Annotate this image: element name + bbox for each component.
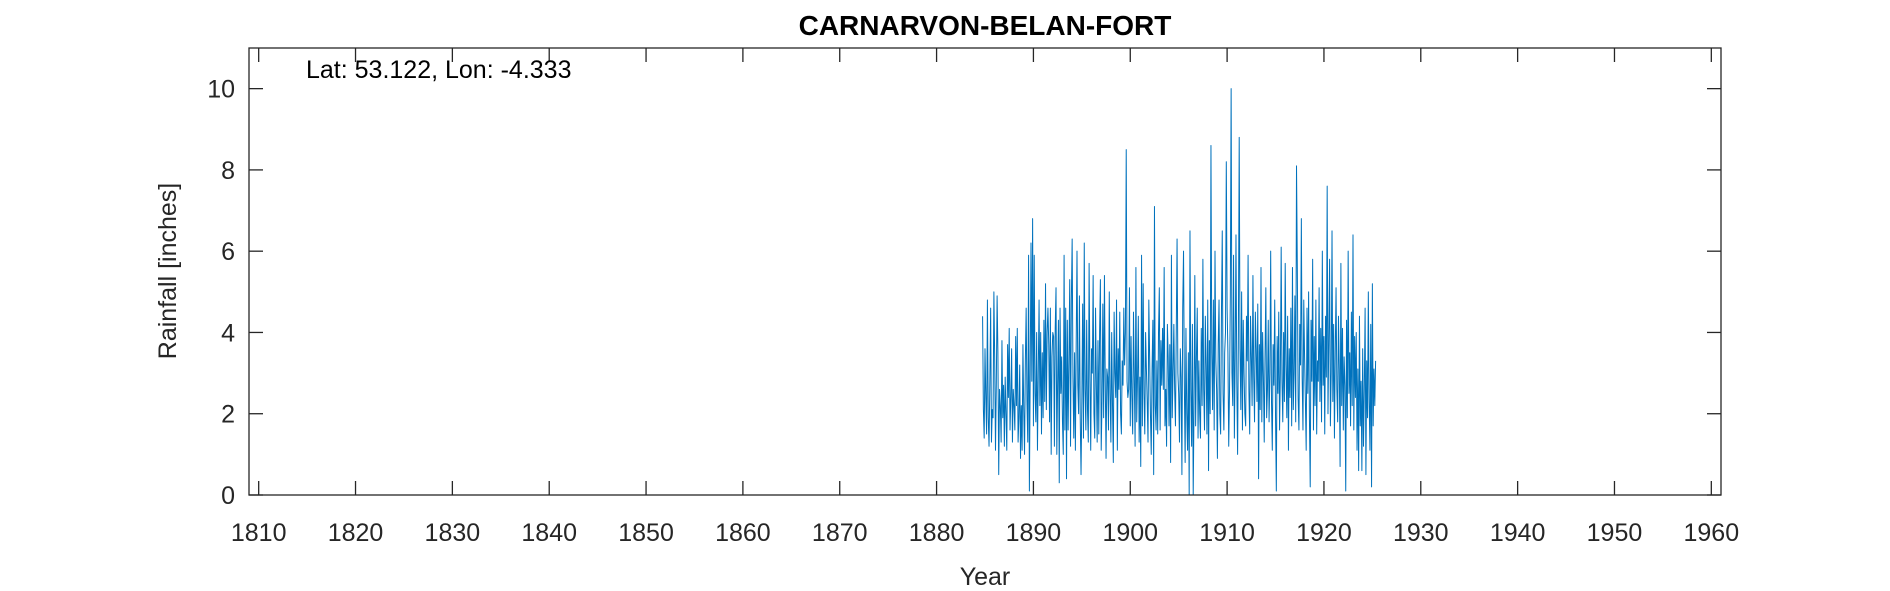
x-axis-label: Year bbox=[960, 563, 1011, 591]
x-tick-label: 1950 bbox=[1587, 519, 1643, 547]
x-tick-label: 1920 bbox=[1296, 519, 1352, 547]
location-annotation: Lat: 53.122, Lon: -4.333 bbox=[306, 56, 572, 84]
chart-title: CARNARVON-BELAN-FORT bbox=[799, 10, 1172, 41]
x-tick-label: 1860 bbox=[715, 519, 771, 547]
y-tick-label: 10 bbox=[207, 76, 235, 104]
x-tick-label: 1850 bbox=[618, 519, 674, 547]
x-tick-label: 1830 bbox=[425, 519, 481, 547]
y-tick-label: 6 bbox=[221, 238, 235, 266]
y-tick-label: 4 bbox=[221, 319, 235, 347]
y-tick-label: 0 bbox=[221, 482, 235, 510]
ticks-layer: 1810 1820 1830 1840 1850 1860 1870 1880 1890 1900… bbox=[207, 48, 1739, 547]
x-tick-label: 1880 bbox=[909, 519, 965, 547]
data-layer bbox=[982, 88, 1377, 496]
x-tick-label: 1960 bbox=[1684, 519, 1740, 547]
x-tick-label: 1810 bbox=[231, 519, 287, 547]
x-tick-label: 1900 bbox=[1102, 519, 1158, 547]
x-tick-label: 1890 bbox=[1006, 519, 1062, 547]
y-axis-label: Rainfall [inches] bbox=[154, 183, 182, 359]
y-tick-label: 2 bbox=[221, 401, 235, 429]
x-tick-label: 1940 bbox=[1490, 519, 1546, 547]
axes-box bbox=[248, 47, 1722, 496]
x-tick-label: 1840 bbox=[521, 519, 577, 547]
x-tick-label: 1820 bbox=[328, 519, 384, 547]
rainfall-series-line bbox=[982, 88, 1377, 496]
x-tick-label: 1930 bbox=[1393, 519, 1449, 547]
x-tick-label: 1910 bbox=[1199, 519, 1255, 547]
y-tick-label: 8 bbox=[221, 157, 235, 185]
x-tick-label: 1870 bbox=[812, 519, 868, 547]
plot-area bbox=[249, 48, 1721, 495]
